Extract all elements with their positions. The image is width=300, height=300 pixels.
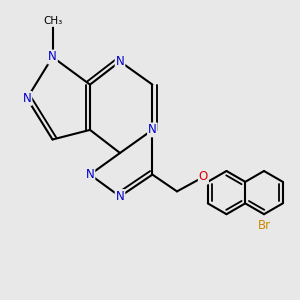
- Text: CH₃: CH₃: [43, 16, 62, 26]
- Text: N: N: [116, 190, 124, 203]
- Text: N: N: [116, 55, 124, 68]
- Text: N: N: [85, 168, 94, 181]
- Text: O: O: [199, 170, 208, 184]
- Text: Br: Br: [257, 219, 271, 232]
- Text: N: N: [48, 50, 57, 64]
- Text: N: N: [22, 92, 32, 105]
- Text: N: N: [148, 123, 157, 136]
